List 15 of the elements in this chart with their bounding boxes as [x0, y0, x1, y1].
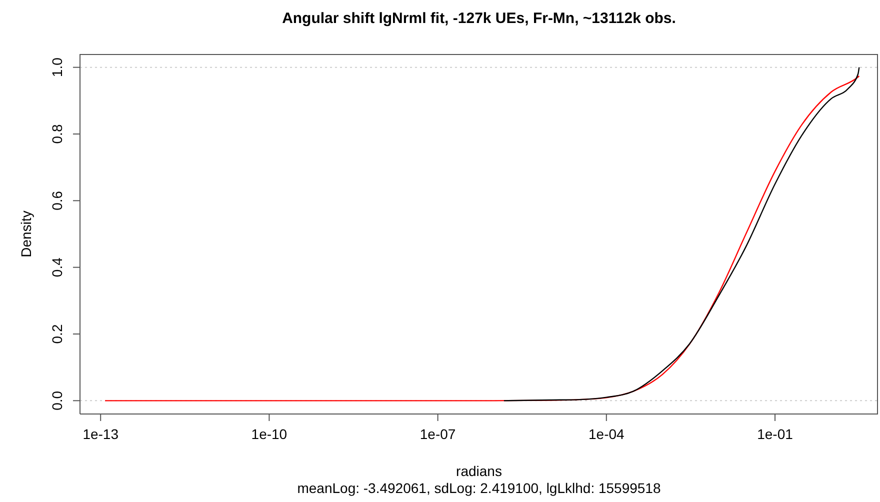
x-axis-title: radians [455, 463, 503, 479]
y-tick-label: 0.0 [49, 390, 65, 410]
x-tick-label: 1e-04 [588, 426, 625, 442]
y-tick-label: 0.6 [49, 190, 65, 210]
x-tick-label: 1e-10 [251, 426, 288, 442]
y-tick-label: 1.0 [49, 57, 65, 78]
y-axis-title: Density [18, 210, 34, 258]
x-tick-label: 1e-07 [420, 426, 456, 442]
text: meanLog: -3.492061, sdLog: 2.419100, lgLklhd: 15599518 [296, 480, 662, 496]
chart-title: Angular shift lgNrml fit, -127k UEs, Fr-Mn, ~13112k obs. [281, 10, 677, 27]
y-tick-label: 0.8 [49, 124, 65, 144]
x-tick-label: 1e-01 [757, 426, 794, 442]
y-tick-label: 0.4 [49, 257, 65, 278]
y-tick-label: 0.2 [49, 324, 65, 344]
x-tick-label: 1e-13 [82, 426, 119, 442]
